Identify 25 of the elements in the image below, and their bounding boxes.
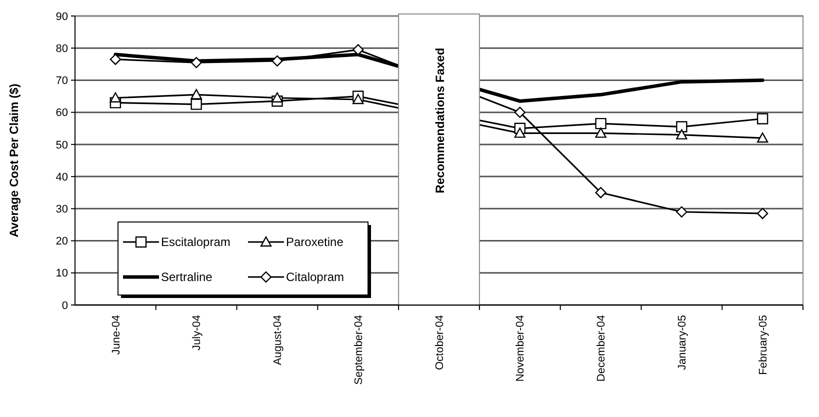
- y-tick-label: 70: [56, 75, 68, 88]
- y-tick-label: 40: [56, 171, 68, 184]
- y-tick-label: 90: [56, 10, 68, 23]
- legend-label: Sertraline: [161, 270, 213, 284]
- x-tick-label: July-04: [191, 315, 204, 350]
- x-tick-label: February-05: [757, 315, 770, 375]
- y-tick-label: 60: [56, 107, 68, 120]
- legend-label: Citalopram: [286, 270, 344, 284]
- x-tick-label: October-04: [434, 315, 446, 370]
- y-tick-label: 50: [56, 139, 68, 152]
- y-tick-label: 0: [62, 300, 68, 312]
- y-tick-label: 80: [56, 42, 68, 55]
- y-axis-title: Average Cost Per Claim ($): [7, 84, 21, 238]
- y-tick-label: 30: [56, 204, 68, 216]
- x-tick-label: August-04: [272, 315, 284, 366]
- legend-label: Paroxetine: [286, 235, 344, 250]
- x-tick-label: November-04: [514, 315, 527, 382]
- x-tick-label: January-05: [676, 315, 689, 370]
- legend-label: Escitalopram: [161, 235, 230, 250]
- x-tick-label: June-04: [110, 315, 122, 355]
- x-tick-label: September-04: [352, 315, 365, 385]
- y-tick-label: 10: [56, 268, 68, 280]
- x-tick-label: December-04: [596, 315, 608, 382]
- y-tick-label: 20: [56, 236, 68, 248]
- band-label: Recommendations Faxed: [433, 48, 447, 194]
